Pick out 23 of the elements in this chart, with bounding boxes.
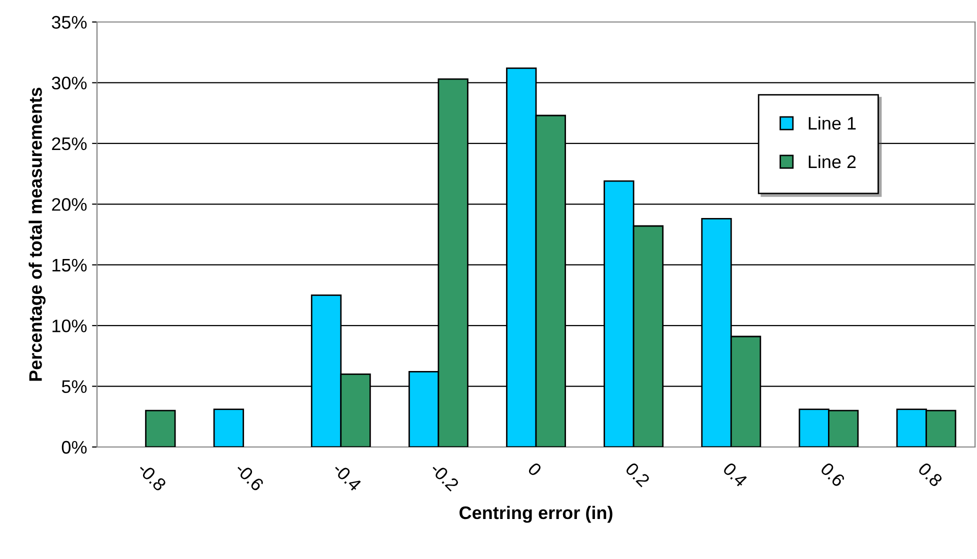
y-tick-label: 10% [52,320,87,332]
y-tick-label: 25% [52,137,87,150]
y-tick-label: 5% [62,380,87,394]
x-axis-title: Centring error (in) [460,506,612,523]
y-axis-title: Percentage of total measurements [28,88,46,381]
y-tick-label: 15% [52,258,87,272]
x-tick-label: -0.2 [430,462,460,492]
x-tick-label: 0.2 [624,462,650,488]
y-tick-label: 0% [62,440,87,454]
y-tick-label: 35% [52,16,87,29]
bar [145,410,176,447]
bar [213,408,244,447]
y-tick-label: 30% [52,76,87,90]
x-tick-label: 0.4 [722,462,748,488]
x-tick-label: 0.6 [820,462,846,488]
legend-label: Line 1 [808,116,856,130]
x-tick-label: 0.8 [917,462,944,488]
x-tick-label: -0.6 [234,462,264,492]
x-tick-label: 0 [527,462,542,477]
y-tick-label: 20% [52,198,87,211]
legend-label: Line 2 [808,154,856,168]
x-tick-label: -0.8 [136,462,167,492]
x-tick-label: -0.4 [332,462,362,492]
